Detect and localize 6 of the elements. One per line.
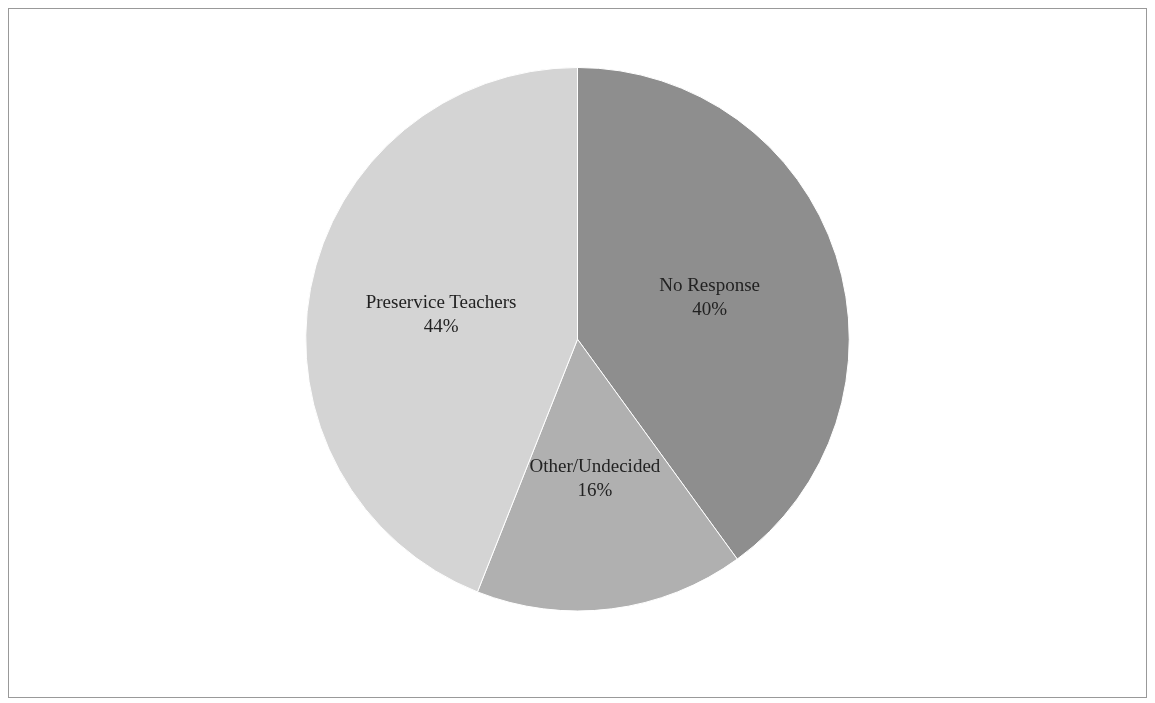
data-label: 16%	[577, 478, 613, 500]
data-label: 44%	[423, 314, 459, 336]
data-label: 40%	[692, 297, 728, 319]
slice-label: Preservice Teachers	[365, 290, 517, 312]
slice-label: No Response	[659, 273, 760, 295]
slice-label: Other/Undecided	[529, 454, 661, 476]
